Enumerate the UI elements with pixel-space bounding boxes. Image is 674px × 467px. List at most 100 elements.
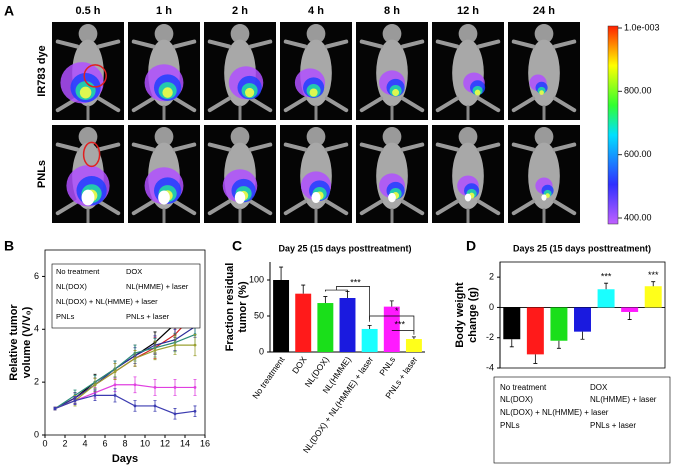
mouse-limb <box>96 199 121 216</box>
y-tick-label: 4 <box>34 324 39 334</box>
y-axis-label: change (g) <box>467 287 479 343</box>
y-tick-label: 0 <box>489 302 494 312</box>
legend-entry: NL(HMME) + laser <box>126 282 189 291</box>
highlight-circle <box>83 64 107 88</box>
bar <box>550 307 568 341</box>
legend-entry: PNLs + laser <box>590 421 636 430</box>
x-tick-label: 16 <box>200 438 210 448</box>
column-label: 0.5 h <box>75 5 100 17</box>
legend-entry: NL(HMME) + laser <box>590 395 657 404</box>
legend-entry: PNLs <box>500 421 520 430</box>
bar <box>317 303 334 352</box>
mouse-body <box>528 39 560 107</box>
legend-entry: DOX <box>590 383 608 392</box>
y-axis-label: Relative tumor <box>8 304 20 381</box>
row-label: PNLs <box>36 160 48 188</box>
bar <box>597 289 615 308</box>
mouse-limb <box>172 39 197 49</box>
legend-entry: NL(DOX) + NL(HMME) + laser <box>500 408 609 417</box>
bracket <box>369 315 415 335</box>
bar <box>621 307 639 312</box>
mouse-limb <box>476 96 501 113</box>
error-bar <box>367 324 372 329</box>
mouse-limb <box>359 142 384 152</box>
point <box>173 386 177 389</box>
mouse-limb <box>248 199 273 216</box>
mouse-limb <box>248 142 273 152</box>
mouse-limb <box>476 199 501 216</box>
mouse-limb <box>55 142 80 152</box>
mouse-head <box>154 126 174 147</box>
column-label: 12 h <box>457 5 479 17</box>
signal-peak <box>81 189 95 206</box>
mouse-head <box>230 23 250 44</box>
column-label: 8 h <box>384 5 400 17</box>
bar <box>574 307 591 332</box>
mouse-head <box>382 126 402 147</box>
colorbar-label: 800.00 <box>624 86 652 96</box>
signal <box>79 86 92 99</box>
mouse-limb <box>172 142 197 152</box>
bar <box>339 298 356 352</box>
bar <box>273 280 290 352</box>
error-bar <box>580 331 585 340</box>
column-label: 2 h <box>232 5 248 17</box>
point <box>133 383 137 387</box>
mouse-head <box>230 126 250 147</box>
series-line <box>54 344 195 410</box>
mouse-limb <box>55 199 80 216</box>
bar <box>295 293 312 352</box>
x-tick-label: 6 <box>102 438 107 448</box>
point <box>193 409 197 413</box>
colorbar <box>607 25 619 225</box>
legend-entry: No treatment <box>56 267 100 276</box>
mouse-limb <box>283 142 308 152</box>
bar <box>644 286 662 308</box>
error-bar <box>627 311 632 320</box>
mouse-limb <box>435 142 460 152</box>
y-tick-label: 6 <box>34 271 39 281</box>
row-label: IR783 dye <box>36 45 48 96</box>
x-tick-label: 14 <box>180 438 190 448</box>
mouse-limb <box>511 142 536 152</box>
significance: * <box>395 306 399 316</box>
mouse-limb <box>131 96 156 113</box>
legend-entry: NL(DOX) <box>500 395 533 404</box>
significance: *** <box>601 272 612 282</box>
mouse-limb <box>511 96 536 113</box>
mouse-limb <box>131 199 156 216</box>
mouse-limb <box>96 142 121 152</box>
signal-peak <box>388 192 396 203</box>
point <box>173 412 177 416</box>
mouse-limb <box>283 39 308 49</box>
legend-entry: NL(DOX) + NL(HMME) + laser <box>56 297 158 306</box>
error-bar <box>301 284 306 294</box>
chart-title: Days 25 (15 days posttreatment) <box>513 243 651 253</box>
mouse-head <box>534 126 554 147</box>
legend-box <box>493 376 671 464</box>
chart-title: Day 25 (15 days posttreatment) <box>278 243 411 253</box>
y-tick-label: -4 <box>486 362 494 372</box>
mouse-limb <box>207 96 232 113</box>
mouse-limb <box>435 199 460 216</box>
legend-entry: PNLs + laser <box>126 312 170 321</box>
mouse-head <box>78 126 98 147</box>
mouse-limb <box>400 39 425 49</box>
mouse-head <box>534 23 554 44</box>
y-tick-label: 2 <box>489 272 494 282</box>
legend-entry: NL(DOX) <box>56 282 87 291</box>
mouse-limb <box>207 199 232 216</box>
mouse-limb <box>172 199 197 216</box>
point <box>113 393 117 397</box>
mouse-head <box>458 23 478 44</box>
error-bar <box>604 282 609 290</box>
bar <box>503 307 521 340</box>
bar <box>383 306 400 352</box>
point <box>53 407 57 410</box>
panel-label: D <box>466 238 476 254</box>
x-tick-label: 8 <box>122 438 127 448</box>
mouse-head <box>306 23 326 44</box>
legend-entry: PNLs <box>56 312 75 321</box>
point <box>193 343 197 347</box>
